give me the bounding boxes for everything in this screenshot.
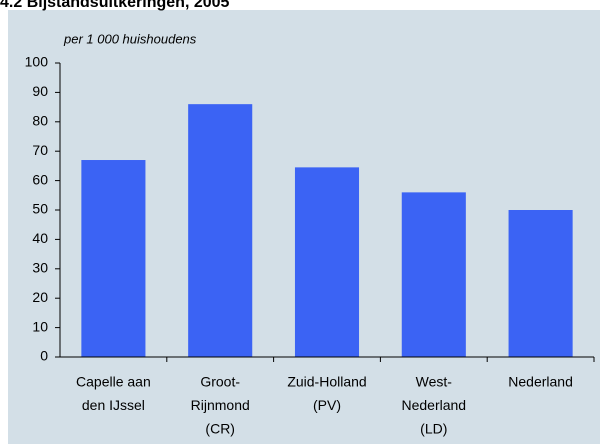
y-tick-label: 60 [32,171,48,187]
y-tick-label: 0 [40,348,48,364]
y-tick-label: 100 [25,54,49,70]
chart-subtitle: per 1 000 huishoudens [63,31,197,46]
x-tick-label: Zuid-Holland [287,374,366,390]
x-tick-label: (PV) [313,397,341,413]
x-tick-label: Capelle aan [76,374,151,390]
bar [508,210,573,357]
bar [401,192,466,357]
y-tick-label: 50 [32,201,48,217]
y-tick-label: 80 [32,113,48,129]
x-tick-label: (CR) [205,421,235,437]
bar [81,160,146,357]
x-tick-label: Nederland [508,374,573,390]
y-tick-label: 30 [32,260,48,276]
bar [294,167,360,357]
y-tick-label: 20 [32,289,48,305]
y-tick-label: 90 [32,83,48,99]
x-tick-label: Nederland [401,397,466,413]
x-tick-label: Rijnmond [191,397,250,413]
x-tick-label: (LD) [420,421,447,437]
chart-title: 4.2 Bijstandsuitkeringen, 2005 [0,0,230,11]
x-tick-label: Groot- [200,374,240,390]
y-tick-label: 70 [32,142,48,158]
y-tick-label: 10 [32,318,48,334]
bar [188,104,253,357]
y-tick-label: 40 [32,230,48,246]
x-tick-label: den IJssel [82,397,145,413]
x-tick-label: West- [416,374,453,390]
